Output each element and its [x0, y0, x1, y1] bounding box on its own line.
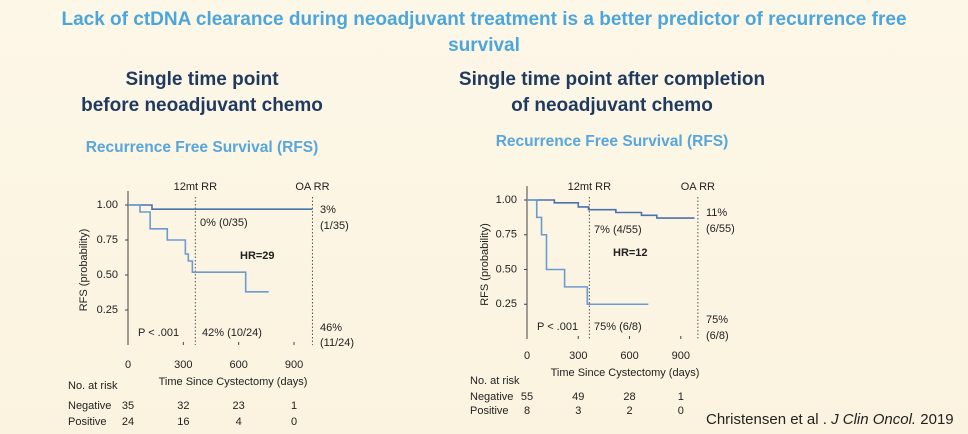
risk-row-name: Negative — [470, 391, 513, 403]
risk-row-name: Positive — [68, 416, 107, 428]
annotation: HR=12 — [613, 247, 648, 259]
risk-count: 23 — [233, 400, 245, 412]
y-tick-label: 0.25 — [97, 304, 118, 316]
survival-curve — [527, 199, 695, 219]
risk-count: 32 — [177, 400, 189, 412]
citation-year: 2019 — [916, 411, 954, 428]
y-tick-label: 0.25 — [496, 298, 517, 310]
reference-label: 12mt RR — [174, 181, 217, 193]
citation: Christensen et al . J Clin Oncol. 2019 — [706, 411, 954, 428]
chart-title: Single time point before neoadjuvant chem… — [81, 69, 323, 116]
y-tick-label: 1.00 — [496, 194, 517, 206]
survival-curve — [128, 204, 313, 210]
risk-count: 4 — [236, 416, 242, 428]
x-tick-label: 600 — [620, 350, 638, 362]
x-axis-label: Time Since Cystectomy (days) — [159, 376, 308, 388]
risk-table-title: No. at risk — [68, 380, 118, 392]
y-axis-label: RFS (probability) — [78, 229, 90, 312]
chart-title-line: Single time point after completion — [459, 69, 765, 90]
survival-curve — [128, 204, 269, 293]
annotation: 3% — [320, 204, 336, 216]
risk-count: 49 — [572, 391, 584, 403]
chart-title-line: Single time point — [125, 69, 279, 90]
annotation: 0% (0/35) — [200, 217, 248, 229]
risk-count: 24 — [122, 416, 134, 428]
risk-count: 55 — [521, 391, 533, 403]
reference-label: OA RR — [295, 181, 329, 193]
annotation: 7% (4/55) — [594, 224, 642, 236]
y-tick-label: 0.50 — [496, 263, 517, 275]
citation-journal: J Clin Oncol. — [830, 411, 916, 428]
chart-title: Single time point after completion of neo… — [459, 69, 765, 116]
x-tick-label: 300 — [174, 359, 192, 371]
y-tick-label: 0.50 — [97, 269, 118, 281]
annotation: (11/24) — [320, 337, 354, 349]
annotation: 11% — [706, 207, 727, 219]
x-tick-label: 300 — [569, 350, 587, 362]
risk-count: 2 — [626, 405, 632, 417]
annotation: (1/35) — [320, 220, 349, 232]
risk-count: 35 — [122, 400, 134, 412]
y-axis-label: RFS (probability) — [479, 223, 491, 306]
annotation: 42% (10/24) — [202, 327, 262, 339]
chart-subtitle: Recurrence Free Survival (RFS) — [496, 133, 729, 150]
x-tick-label: 0 — [125, 359, 131, 371]
risk-count: 0 — [678, 405, 684, 417]
reference-label: OA RR — [681, 181, 715, 193]
risk-count: 3 — [575, 405, 581, 417]
survival-curve — [527, 199, 649, 306]
chart-title-line: of neoadjuvant chemo — [511, 95, 713, 116]
annotation: HR=29 — [240, 250, 275, 262]
x-tick-label: 900 — [285, 359, 303, 371]
risk-count: 8 — [524, 405, 530, 417]
risk-count: 16 — [177, 416, 189, 428]
chart-title-line: before neoadjuvant chemo — [81, 95, 323, 116]
annotation: (6/55) — [706, 223, 735, 235]
risk-count: 0 — [291, 416, 297, 428]
slide-title: Lack of ctDNA clearance during neoadjuva… — [61, 9, 906, 56]
chart-subtitle: Recurrence Free Survival (RFS) — [86, 139, 319, 156]
risk-row-name: Negative — [68, 400, 111, 412]
slide-title-line: survival — [448, 35, 520, 56]
annotation: P < .001 — [537, 321, 578, 333]
risk-count: 1 — [678, 391, 684, 403]
y-tick-label: 0.75 — [97, 234, 118, 246]
risk-count: 1 — [291, 400, 297, 412]
risk-count: 28 — [623, 391, 635, 403]
x-tick-label: 600 — [229, 359, 247, 371]
x-axis-label: Time Since Cystectomy (days) — [551, 367, 700, 379]
citation-authors: Christensen et al . — [706, 411, 831, 428]
x-tick-label: 0 — [524, 350, 530, 362]
annotation: 75% (6/8) — [594, 321, 642, 333]
slide-title-line: Lack of ctDNA clearance during neoadjuva… — [61, 9, 906, 30]
y-tick-label: 1.00 — [97, 199, 118, 211]
risk-table-title: No. at risk — [470, 375, 520, 387]
annotation: 46% — [320, 322, 342, 334]
annotation: P < .001 — [138, 327, 179, 339]
reference-label: 12mt RR — [568, 181, 611, 193]
annotation: (6/8) — [706, 330, 729, 342]
annotation: 75% — [706, 314, 728, 326]
y-tick-label: 0.75 — [496, 229, 517, 241]
x-tick-label: 900 — [672, 350, 690, 362]
risk-row-name: Positive — [470, 405, 509, 417]
